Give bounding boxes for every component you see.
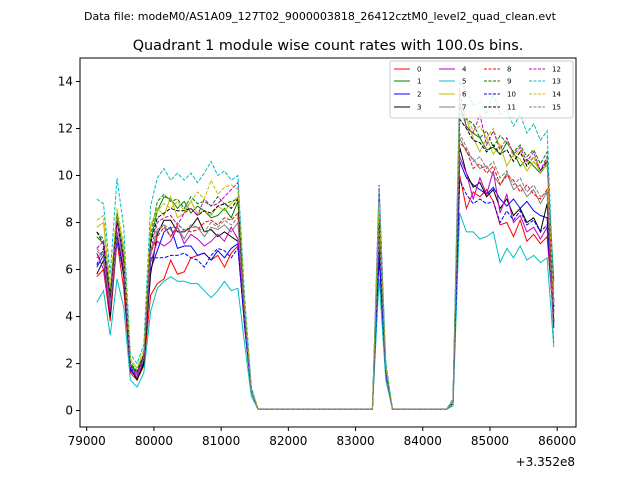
- legend-label-1: 1: [417, 78, 421, 86]
- y-tick-label: 14: [58, 75, 73, 89]
- x-tick-label: 84000: [404, 434, 442, 448]
- x-tick-label: 80000: [135, 434, 173, 448]
- plot-frame: [79, 57, 577, 428]
- legend-label-3: 3: [417, 104, 421, 112]
- y-axis: 0 2 4 6 8 10 12 14: [58, 75, 80, 418]
- legend-label-4: 4: [462, 66, 467, 74]
- x-axis: 79000 80000 81000 82000 83000 84000 85000 86000: [68, 427, 576, 448]
- x-tick-label: 81000: [202, 434, 240, 448]
- y-tick-label: 6: [65, 263, 73, 277]
- series-line-8: [96, 141, 555, 410]
- legend-label-0: 0: [417, 66, 421, 74]
- y-tick-label: 0: [65, 404, 73, 418]
- x-tick-label: 85000: [471, 434, 509, 448]
- x-offset-label: +3.352e8: [516, 455, 575, 469]
- legend-label-8: 8: [507, 66, 511, 74]
- legend-label-6: 6: [462, 91, 467, 99]
- series-layer: [96, 79, 555, 410]
- x-tick-label: 86000: [538, 434, 576, 448]
- legend-label-13: 13: [552, 78, 561, 86]
- legend-label-2: 2: [417, 91, 421, 99]
- legend-label-9: 9: [507, 78, 511, 86]
- figure-suptitle: Data file: modeM0/AS1A09_127T02_90000038…: [84, 10, 557, 23]
- y-tick-label: 10: [58, 169, 73, 183]
- chart-title: Quadrant 1 module wise count rates with …: [133, 38, 524, 54]
- x-tick-label: 82000: [269, 434, 307, 448]
- legend-label-14: 14: [552, 91, 561, 99]
- legend-label-15: 15: [552, 104, 561, 112]
- series-line-15: [96, 132, 555, 410]
- legend-label-5: 5: [462, 78, 466, 86]
- legend-label-7: 7: [462, 104, 466, 112]
- x-tick-label: 79000: [68, 434, 106, 448]
- legend-frame: [389, 60, 574, 119]
- x-tick-label: 83000: [336, 434, 374, 448]
- legend-label-10: 10: [507, 91, 516, 99]
- legend-label-12: 12: [552, 66, 561, 74]
- y-tick-label: 8: [65, 216, 73, 230]
- y-tick-label: 4: [65, 310, 73, 324]
- legend-label-11: 11: [507, 104, 516, 112]
- y-tick-label: 12: [58, 122, 73, 136]
- y-tick-label: 2: [65, 357, 73, 371]
